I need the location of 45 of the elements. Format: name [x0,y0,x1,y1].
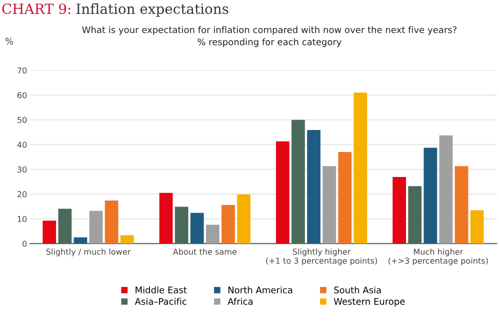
bar [392,177,406,244]
bar [408,186,422,244]
bar [206,224,220,244]
bar [104,200,118,244]
x-tick-label: Slightly higher (+1 to 3 percentage points) [266,248,377,266]
bar [322,166,336,244]
bar [439,135,453,244]
legend-label: Western Europe [334,298,405,307]
bar [159,192,173,244]
legend-label: South Asia [334,286,381,294]
legend-label: Middle East [136,286,187,294]
bar [470,210,484,244]
bar [74,237,88,244]
bar [222,204,235,244]
y-tick-label: 50 [18,116,27,123]
y-tick-label: 20 [18,191,27,198]
chart-title: CHART 9: Inflation expectations [2,3,228,17]
bar [276,141,290,244]
y-tick-label: 60 [17,92,27,98]
bar [292,120,305,244]
y-tick-label: 70 [18,67,27,74]
y-tick-label: 10 [18,216,27,222]
x-tick-label: Much higher (+>3 percentage points) [388,248,488,266]
chart-subtitle: What is your expectation for inflation compared with now over the next five years? % responding for each category [82,26,456,48]
x-tick-label: About the same [172,248,237,255]
x-tick-label: Slightly / much lower [46,248,131,256]
legend-label: North America [228,286,292,294]
y-tick-label: 0 [22,240,27,247]
bar [307,130,320,244]
legend-label: Asia–Pacific [134,298,186,305]
bar [338,152,352,244]
bar [190,212,204,244]
bar [354,92,368,244]
bar [58,208,72,244]
bar [89,210,103,244]
bar [424,148,438,244]
bar [237,194,250,244]
legend-label: Africa [228,298,253,305]
y-axis-title: % [5,38,14,45]
bar [454,166,468,244]
bar [42,220,56,244]
bar [120,235,134,244]
y-tick-label: 40 [17,142,27,148]
y-tick-label: 30 [18,166,27,173]
bar [174,206,188,244]
